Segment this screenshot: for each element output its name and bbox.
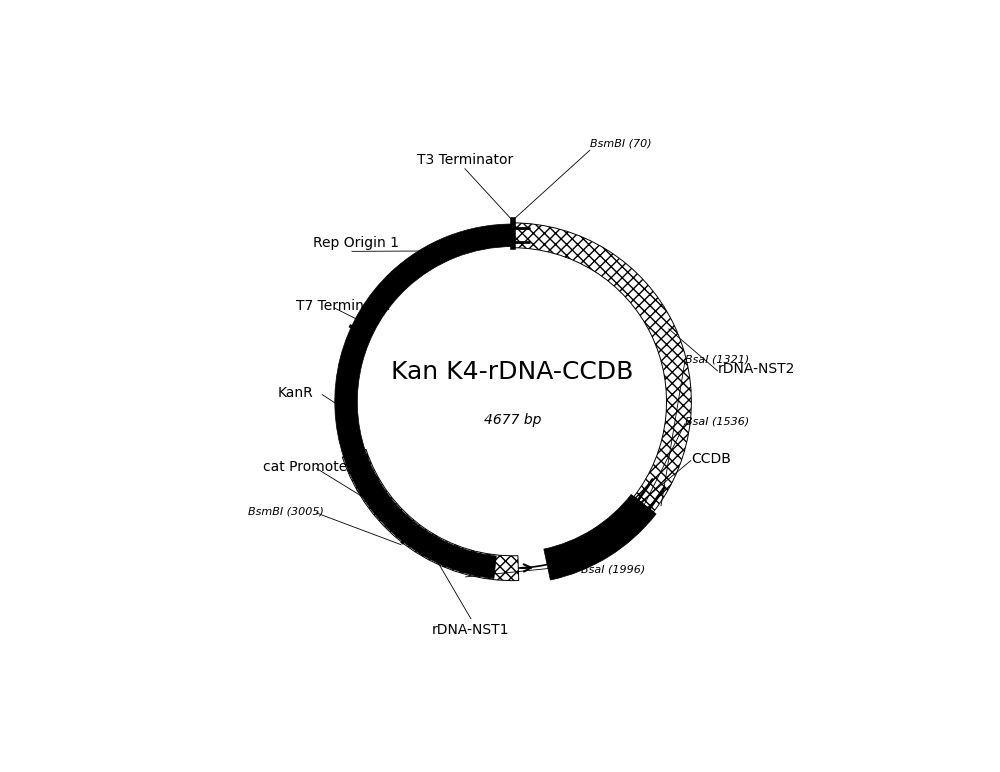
Text: KanR: KanR (278, 386, 313, 400)
Text: T3 Terminator: T3 Terminator (417, 153, 513, 167)
Wedge shape (391, 224, 512, 288)
Text: rDNA-NST1: rDNA-NST1 (432, 623, 510, 637)
Text: BsaI (1536): BsaI (1536) (685, 417, 749, 427)
Text: Rep Origin 1: Rep Origin 1 (313, 235, 399, 249)
Text: BsmBI (3005): BsmBI (3005) (248, 506, 324, 516)
Text: rDNA-NST2: rDNA-NST2 (718, 362, 795, 376)
Text: 4677 bp: 4677 bp (484, 412, 541, 427)
Text: Kan K4-rDNA-CCDB: Kan K4-rDNA-CCDB (391, 360, 634, 384)
Text: CCDB: CCDB (691, 452, 731, 466)
Wedge shape (512, 223, 691, 512)
Text: BsaI (1321): BsaI (1321) (685, 354, 749, 364)
Wedge shape (544, 495, 656, 580)
Text: T7 Terminator: T7 Terminator (296, 299, 392, 313)
Text: BsmBI (70): BsmBI (70) (590, 138, 651, 148)
Wedge shape (335, 272, 496, 578)
Text: cat Promoter: cat Promoter (263, 459, 353, 473)
Wedge shape (342, 449, 519, 581)
Text: BsaI (1996): BsaI (1996) (581, 564, 645, 574)
